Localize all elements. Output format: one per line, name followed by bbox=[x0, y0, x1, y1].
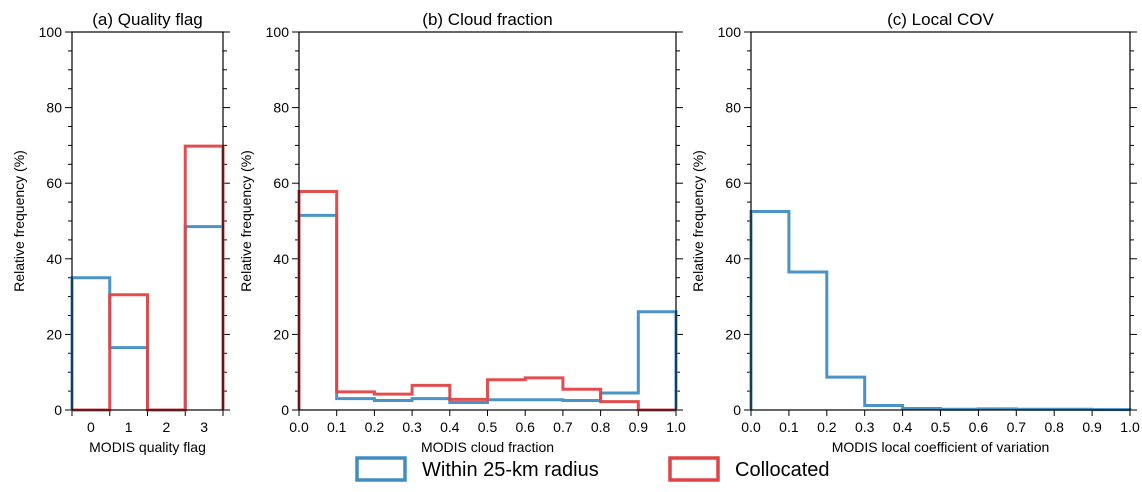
y-ticks: 0 20 40 60 80 100 bbox=[718, 24, 1137, 418]
x-tick-label: 0.7 bbox=[553, 419, 573, 435]
x-tick-label: 3 bbox=[200, 419, 208, 435]
y-tick-label: 20 bbox=[46, 326, 62, 342]
y-tick-label: 60 bbox=[725, 175, 741, 191]
y-tick-label: 40 bbox=[46, 251, 62, 267]
legend-swatch-collocated bbox=[668, 456, 720, 482]
x-tick-label: 0.5 bbox=[478, 419, 498, 435]
x-tick-label: 0.4 bbox=[893, 419, 913, 435]
y-ticks: 0 20 40 60 80 100 bbox=[266, 24, 683, 418]
x-tick-label: 0.6 bbox=[969, 419, 989, 435]
x-tick-label: 1.0 bbox=[666, 419, 686, 435]
y-tick-label: 0 bbox=[733, 402, 741, 418]
series-within bbox=[749, 210, 1132, 412]
y-tick-label: 40 bbox=[273, 251, 289, 267]
x-tick-label: 0.9 bbox=[629, 419, 649, 435]
x-ticks: 0 1 2 3 bbox=[71, 410, 224, 435]
series-within bbox=[297, 213, 678, 410]
panel-1: (b) Cloud fraction 0 20 40 60 80 100 Relative f… bbox=[238, 10, 686, 455]
panel-title: (b) Cloud fraction bbox=[422, 10, 552, 29]
y-tick-label: 40 bbox=[725, 251, 741, 267]
histogram-step-within bbox=[297, 213, 678, 410]
y-tick-label: 80 bbox=[725, 100, 741, 116]
x-ticks: 0.0 0.1 0.2 0.3 0.4 0.5 0.6 0.7 0.8 0.9 1.0 bbox=[289, 410, 686, 435]
x-tick-label: 0.8 bbox=[1044, 419, 1064, 435]
x-tick-label: 0.0 bbox=[289, 419, 309, 435]
x-tick-label: 0.7 bbox=[1007, 419, 1027, 435]
x-tick-label: 0.4 bbox=[440, 419, 460, 435]
x-tick-label: 0.3 bbox=[402, 419, 422, 435]
x-tick-label: 0.1 bbox=[779, 419, 799, 435]
panel-title: (a) Quality flag bbox=[92, 10, 203, 29]
y-tick-label: 20 bbox=[273, 326, 289, 342]
x-axis-label: MODIS local coefficient of variation bbox=[832, 439, 1050, 455]
histogram-step-collocated bbox=[297, 190, 676, 412]
x-tick-label: 0.0 bbox=[741, 419, 761, 435]
x-tick-label: 1.0 bbox=[1120, 419, 1140, 435]
y-tick-label: 100 bbox=[266, 24, 290, 40]
x-axis-label: MODIS cloud fraction bbox=[421, 439, 554, 455]
y-tick-label: 20 bbox=[725, 326, 741, 342]
y-tick-label: 0 bbox=[281, 402, 289, 418]
legend-label-within: Within 25-km radius bbox=[422, 459, 599, 481]
x-tick-label: 1 bbox=[125, 419, 133, 435]
legend: Within 25-km radius Collocated bbox=[355, 456, 830, 482]
legend-label-collocated: Collocated bbox=[735, 459, 830, 481]
x-ticks: 0.0 0.1 0.2 0.3 0.4 0.5 0.6 0.7 0.8 0.9 1.0 bbox=[741, 410, 1140, 435]
x-tick-label: 0.5 bbox=[931, 419, 951, 435]
plot-frame bbox=[298, 31, 677, 411]
y-tick-label: 80 bbox=[46, 100, 62, 116]
y-tick-label: 60 bbox=[273, 175, 289, 191]
y-ticks: 0 20 40 60 80 100 bbox=[39, 24, 230, 418]
panel-2: (c) Local COV 0 20 40 60 80 100 Relative freque… bbox=[690, 10, 1140, 455]
legend-swatch-within bbox=[355, 456, 407, 482]
y-tick-label: 100 bbox=[718, 24, 742, 40]
y-tick-label: 80 bbox=[273, 100, 289, 116]
y-tick-label: 60 bbox=[46, 175, 62, 191]
x-tick-label: 0.2 bbox=[365, 419, 385, 435]
plot-frame bbox=[71, 31, 224, 411]
y-tick-label: 0 bbox=[54, 402, 62, 418]
x-tick-label: 2 bbox=[162, 419, 170, 435]
y-axis-label: Relative frequency (%) bbox=[690, 150, 706, 292]
x-axis-label: MODIS quality flag bbox=[89, 439, 206, 455]
series-collocated bbox=[297, 190, 676, 412]
panel-title: (c) Local COV bbox=[887, 10, 994, 29]
y-tick-label: 100 bbox=[39, 24, 63, 40]
histogram-step-within bbox=[749, 210, 1132, 412]
x-tick-label: 0.9 bbox=[1082, 419, 1102, 435]
x-tick-label: 0.1 bbox=[327, 419, 347, 435]
x-tick-label: 0 bbox=[87, 419, 95, 435]
y-axis-label: Relative frequency (%) bbox=[238, 150, 254, 292]
x-tick-label: 0.2 bbox=[817, 419, 837, 435]
x-tick-label: 0.6 bbox=[515, 419, 535, 435]
y-axis-label: Relative frequency (%) bbox=[11, 150, 27, 292]
x-tick-label: 0.8 bbox=[591, 419, 611, 435]
x-tick-label: 0.3 bbox=[855, 419, 875, 435]
plot-frame bbox=[750, 31, 1131, 411]
